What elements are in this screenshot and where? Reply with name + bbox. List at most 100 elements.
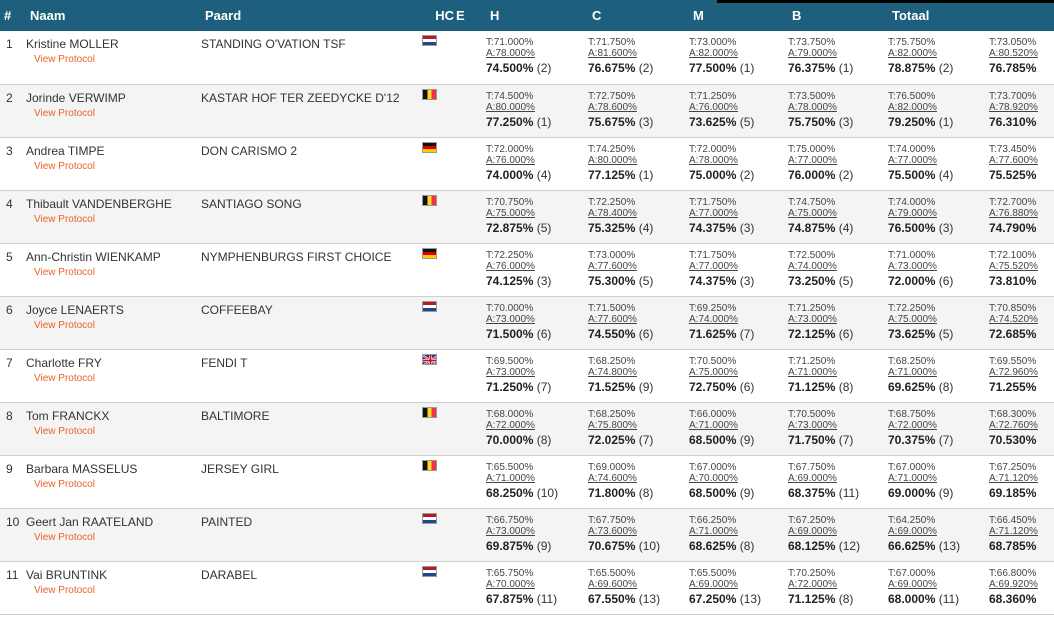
judge-rank: (8) bbox=[638, 485, 654, 500]
header-horse[interactable]: Paard bbox=[201, 0, 422, 31]
score-cell-c: T:73.000% A:82.000% 77.500% (1) bbox=[689, 31, 788, 85]
artistic-score[interactable]: A:69.000% bbox=[788, 525, 837, 537]
artistic-score[interactable]: A:71.000% bbox=[788, 366, 837, 378]
judge-rank: (5) bbox=[938, 326, 954, 341]
artistic-score[interactable]: A:71.000% bbox=[486, 472, 535, 484]
artistic-score[interactable]: A:80.000% bbox=[588, 154, 637, 166]
view-protocol-link[interactable]: View Protocol bbox=[34, 478, 95, 490]
artistic-score[interactable]: A:69.000% bbox=[888, 578, 937, 590]
artistic-score[interactable]: A:73.600% bbox=[588, 525, 637, 537]
technical-score: T:65.500% bbox=[486, 461, 534, 473]
view-protocol-link[interactable]: View Protocol bbox=[34, 107, 95, 119]
artistic-score[interactable]: A:74.800% bbox=[588, 366, 637, 378]
total-score: 75.525% bbox=[989, 167, 1037, 182]
artistic-score[interactable]: A:74.600% bbox=[588, 472, 637, 484]
artistic-score[interactable]: A:74.000% bbox=[689, 313, 738, 325]
view-protocol-link[interactable]: View Protocol bbox=[34, 213, 95, 225]
artistic-score[interactable]: A:76.000% bbox=[689, 101, 738, 113]
artistic-score[interactable]: A:77.600% bbox=[588, 260, 637, 272]
header-name[interactable]: Naam bbox=[26, 0, 201, 31]
artistic-score[interactable]: A:69.000% bbox=[689, 578, 738, 590]
view-protocol-link[interactable]: View Protocol bbox=[34, 266, 95, 278]
artistic-score[interactable]: A:77.600% bbox=[588, 313, 637, 325]
artistic-score[interactable]: A:79.000% bbox=[888, 207, 937, 219]
artistic-score[interactable]: A:77.000% bbox=[788, 154, 837, 166]
artistic-score[interactable]: A:78.400% bbox=[588, 207, 637, 219]
total-artistic[interactable]: A:74.520% bbox=[989, 313, 1038, 325]
artistic-score[interactable]: A:77.000% bbox=[888, 154, 937, 166]
header-hc[interactable]: HC bbox=[422, 0, 456, 31]
artistic-score[interactable]: A:74.000% bbox=[788, 260, 837, 272]
rank-cell: 8 bbox=[0, 402, 26, 456]
artistic-score[interactable]: A:71.000% bbox=[888, 366, 937, 378]
header-judge-e[interactable]: E bbox=[456, 0, 486, 31]
artistic-score[interactable]: A:70.000% bbox=[689, 472, 738, 484]
artistic-score[interactable]: A:80.000% bbox=[486, 101, 535, 113]
score-cell-h: T:65.500% A:69.600% 67.550% (13) bbox=[588, 561, 689, 615]
artistic-score[interactable]: A:78.000% bbox=[486, 48, 535, 59]
artistic-score[interactable]: A:73.000% bbox=[888, 260, 937, 272]
artistic-score[interactable]: A:76.000% bbox=[486, 260, 535, 272]
artistic-score[interactable]: A:73.000% bbox=[486, 366, 535, 378]
view-protocol-link[interactable]: View Protocol bbox=[34, 319, 95, 331]
header-judge-b[interactable]: B bbox=[788, 0, 888, 31]
total-artistic[interactable]: A:76.880% bbox=[989, 207, 1038, 219]
judge-rank: (1) bbox=[536, 114, 552, 129]
total-artistic[interactable]: A:80.520% bbox=[989, 48, 1038, 59]
header-total[interactable]: Totaal bbox=[888, 0, 989, 31]
artistic-score[interactable]: A:75.000% bbox=[689, 366, 738, 378]
total-artistic[interactable]: A:71.120% bbox=[989, 525, 1038, 537]
technical-score: T:72.500% bbox=[788, 249, 836, 261]
total-artistic[interactable]: A:72.960% bbox=[989, 366, 1038, 378]
artistic-score[interactable]: A:73.000% bbox=[788, 419, 837, 431]
artistic-score[interactable]: A:78.600% bbox=[588, 101, 637, 113]
header-judge-c[interactable]: C bbox=[588, 0, 689, 31]
artistic-score[interactable]: A:82.000% bbox=[888, 101, 937, 113]
artistic-score[interactable]: A:71.000% bbox=[888, 472, 937, 484]
artistic-score[interactable]: A:72.000% bbox=[788, 578, 837, 590]
artistic-score[interactable]: A:76.000% bbox=[486, 154, 535, 166]
artistic-score[interactable]: A:73.000% bbox=[486, 525, 535, 537]
artistic-score[interactable]: A:75.000% bbox=[888, 313, 937, 325]
artistic-score[interactable]: A:72.000% bbox=[888, 419, 937, 431]
artistic-score[interactable]: A:69.000% bbox=[888, 525, 937, 537]
artistic-score[interactable]: A:82.000% bbox=[689, 48, 738, 59]
artistic-score[interactable]: A:73.000% bbox=[486, 313, 535, 325]
artistic-score[interactable]: A:79.000% bbox=[788, 48, 837, 59]
artistic-score[interactable]: A:71.000% bbox=[689, 525, 738, 537]
total-artistic[interactable]: A:77.600% bbox=[989, 154, 1038, 166]
header-judge-m[interactable]: M bbox=[689, 0, 788, 31]
artistic-score[interactable]: A:77.000% bbox=[689, 207, 738, 219]
artistic-score[interactable]: A:81.600% bbox=[588, 48, 637, 59]
view-protocol-link[interactable]: View Protocol bbox=[34, 425, 95, 437]
artistic-score[interactable]: A:82.000% bbox=[888, 48, 937, 59]
horse-cell: BALTIMORE bbox=[201, 402, 422, 456]
artistic-score[interactable]: A:77.000% bbox=[689, 260, 738, 272]
total-artistic[interactable]: A:72.760% bbox=[989, 419, 1038, 431]
artistic-score[interactable]: A:69.000% bbox=[788, 472, 837, 484]
view-protocol-link[interactable]: View Protocol bbox=[34, 54, 95, 65]
artistic-score[interactable]: A:70.000% bbox=[486, 578, 535, 590]
artistic-score[interactable]: A:75.800% bbox=[588, 419, 637, 431]
artistic-score[interactable]: A:71.000% bbox=[689, 419, 738, 431]
header-rank[interactable]: # bbox=[0, 0, 26, 31]
total-artistic[interactable]: A:71.120% bbox=[989, 472, 1038, 484]
judge-total-score: 68.625% bbox=[689, 538, 737, 553]
artistic-score[interactable]: A:69.600% bbox=[588, 578, 637, 590]
total-artistic[interactable]: A:75.520% bbox=[989, 260, 1038, 272]
artistic-score[interactable]: A:73.000% bbox=[788, 313, 837, 325]
header-judge-h[interactable]: H bbox=[486, 0, 588, 31]
rank-cell: 2 bbox=[0, 84, 26, 138]
view-protocol-link[interactable]: View Protocol bbox=[34, 160, 95, 172]
view-protocol-link[interactable]: View Protocol bbox=[34, 372, 95, 384]
artistic-score[interactable]: A:75.000% bbox=[788, 207, 837, 219]
artistic-score[interactable]: A:78.000% bbox=[689, 154, 738, 166]
artistic-score[interactable]: A:75.000% bbox=[486, 207, 535, 219]
total-artistic[interactable]: A:69.920% bbox=[989, 578, 1038, 590]
view-protocol-link[interactable]: View Protocol bbox=[34, 584, 95, 596]
view-protocol-link[interactable]: View Protocol bbox=[34, 531, 95, 543]
artistic-score[interactable]: A:72.000% bbox=[486, 419, 535, 431]
total-artistic[interactable]: A:78.920% bbox=[989, 101, 1038, 113]
artistic-score[interactable]: A:78.000% bbox=[788, 101, 837, 113]
